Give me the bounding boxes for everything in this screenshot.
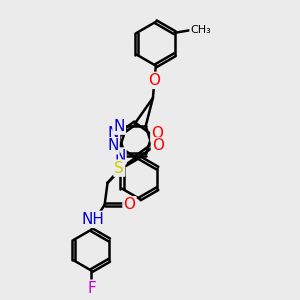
Text: O: O: [124, 197, 136, 212]
Text: N: N: [113, 118, 125, 134]
Text: NH: NH: [82, 212, 104, 227]
Text: N: N: [114, 148, 125, 164]
Text: O: O: [152, 138, 164, 153]
Text: F: F: [87, 281, 96, 296]
Text: O: O: [151, 126, 163, 141]
Text: S: S: [114, 161, 124, 176]
Text: O: O: [148, 73, 160, 88]
Text: N: N: [107, 138, 118, 153]
Text: CH₃: CH₃: [190, 25, 211, 35]
Text: N: N: [108, 126, 119, 141]
